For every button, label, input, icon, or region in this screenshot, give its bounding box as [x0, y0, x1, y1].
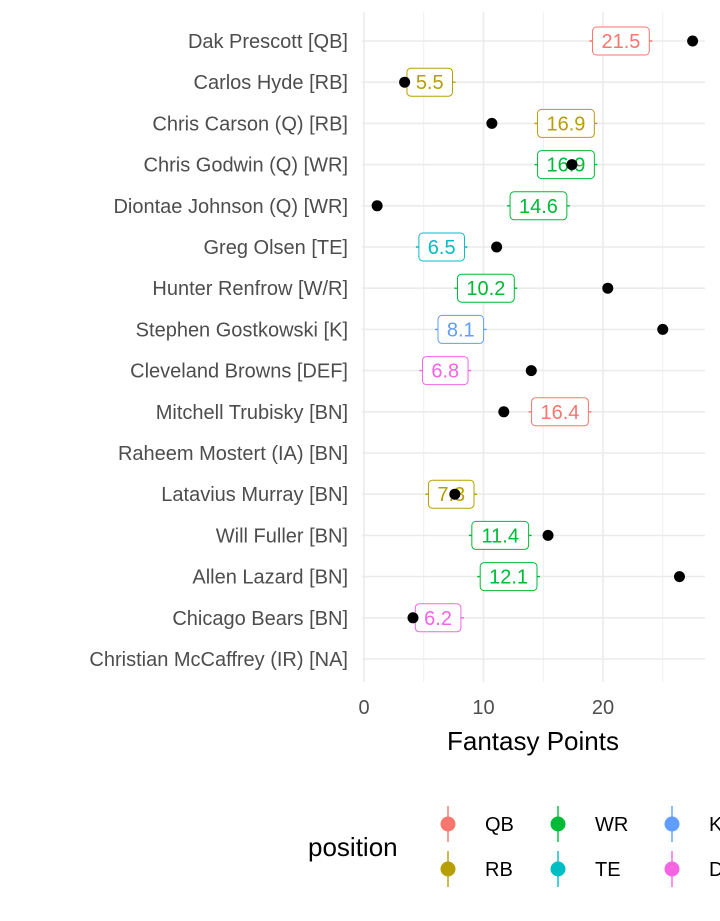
actual-point	[449, 488, 461, 500]
projection-label: 11.4	[482, 525, 519, 547]
player-greg-olsen-te: 6.5	[415, 232, 503, 262]
projection-label-box	[479, 562, 538, 592]
actual-point	[657, 323, 669, 335]
actual-point	[498, 406, 510, 418]
y-tick-label: Chris Godwin (Q) [WR]	[144, 155, 348, 177]
legend-key-point	[440, 816, 456, 832]
y-tick-label: Chris Carson (Q) [RB]	[152, 113, 348, 135]
x-axis-title: Fantasy Points	[447, 726, 619, 756]
projection-label-box	[456, 273, 515, 303]
y-tick-label: Christian McCaffrey (IR) [NA]	[89, 649, 348, 671]
projection-label-box	[537, 108, 595, 138]
projection-label: 16.9	[546, 113, 585, 135]
player-chicago-bears-bn: 6.2	[407, 603, 464, 633]
projection-label-box	[537, 150, 595, 180]
data-marks: 21.55.516.916.914.66.510.28.16.816.47.31…	[371, 26, 699, 633]
legend-key-point	[664, 861, 680, 877]
actual-point	[399, 76, 411, 88]
legend-key-point	[664, 816, 680, 832]
player-dak-prescott-qb: 21.5	[589, 26, 699, 56]
y-tick-label: Chicago Bears [BN]	[172, 608, 348, 630]
actual-point	[371, 200, 383, 212]
actual-point	[486, 117, 498, 129]
legend-item-te: TE	[550, 851, 621, 887]
legend-item-qb: QB	[440, 806, 514, 842]
projection-label: 10.2	[466, 278, 505, 300]
x-tick-labels: 0 10 20	[358, 697, 614, 719]
legend-key-point	[440, 861, 456, 877]
y-tick-label: Latavius Murray [BN]	[161, 484, 348, 506]
legend: position QB RB WR TE K D	[308, 806, 720, 887]
actual-point	[687, 35, 699, 47]
legend-label: RB	[485, 859, 513, 881]
projection-label-box	[437, 314, 485, 344]
legend-label: D	[709, 859, 720, 881]
projection-label: 21.5	[601, 31, 640, 53]
y-tick-label: Greg Olsen [TE]	[204, 237, 349, 259]
projection-label-box	[421, 356, 469, 386]
projection-label: 6.2	[424, 608, 452, 630]
y-tick-label: Stephen Gostkowski [K]	[136, 319, 348, 341]
player-mitchell-trubisky-bn: 16.4	[498, 397, 592, 427]
legend-label: QB	[485, 814, 514, 836]
projection-label: 14.6	[519, 196, 558, 218]
player-will-fuller-bn: 11.4	[468, 520, 554, 550]
x-tick-label: 10	[472, 697, 494, 719]
player-carlos-hyde-rb: 5.5	[399, 67, 456, 97]
legend-item-rb: RB	[440, 851, 513, 887]
actual-point	[566, 159, 578, 171]
legend-key-point	[550, 861, 566, 877]
projection-label: 6.5	[428, 237, 456, 259]
projection-label-box	[509, 191, 568, 221]
actual-point	[542, 529, 554, 541]
y-tick-labels: Dak Prescott [QB] Carlos Hyde [RB] Chris C…	[89, 31, 348, 671]
actual-point	[673, 571, 685, 583]
player-hunter-renfrow-w-r: 10.2	[454, 273, 614, 303]
x-tick-label: 0	[358, 697, 369, 719]
y-tick-label: Will Fuller [BN]	[216, 525, 348, 547]
y-tick-label: Mitchell Trubisky [BN]	[156, 402, 348, 424]
projection-label: 16.4	[541, 402, 580, 424]
projection-label-box	[418, 232, 465, 262]
legend-title: position	[308, 832, 398, 862]
legend-key-point	[550, 816, 566, 832]
player-diontae-johnson-q-wr: 14.6	[371, 191, 570, 221]
projection-label: 6.8	[431, 361, 459, 383]
x-tick-label: 20	[592, 697, 614, 719]
player-stephen-gostkowski-k: 8.1	[434, 314, 669, 344]
projection-label-box	[471, 520, 530, 550]
legend-item-def: D	[664, 851, 720, 887]
y-tick-label: Dak Prescott [QB]	[188, 31, 348, 53]
projection-label: 8.1	[447, 319, 475, 341]
player-allen-lazard-bn: 12.1	[477, 562, 685, 592]
legend-label: WR	[595, 814, 628, 836]
player-chris-godwin-q-wr: 16.9	[534, 150, 598, 180]
actual-point	[491, 241, 503, 253]
y-tick-label: Raheem Mostert (IA) [BN]	[118, 443, 348, 465]
player-cleveland-browns-def: 6.8	[419, 356, 537, 386]
actual-point	[407, 612, 419, 624]
projection-label-box	[531, 397, 589, 427]
y-tick-label: Allen Lazard [BN]	[192, 567, 348, 589]
y-tick-label: Hunter Renfrow [W/R]	[152, 278, 348, 300]
player-chris-carson-q-rb: 16.9	[486, 108, 598, 138]
actual-point	[602, 282, 614, 294]
legend-item-k: K	[664, 806, 720, 842]
legend-item-wr: WR	[550, 806, 628, 842]
projection-label-box	[592, 26, 650, 56]
actual-point	[525, 365, 537, 377]
projection-label: 5.5	[416, 72, 444, 94]
projection-label: 16.9	[546, 155, 585, 177]
legend-label: K	[709, 814, 720, 836]
y-tick-label: Cleveland Browns [DEF]	[130, 361, 348, 383]
y-tick-label: Diontae Johnson (Q) [WR]	[113, 196, 348, 218]
legend-label: TE	[595, 859, 621, 881]
player-latavius-murray-bn: 7.3	[425, 479, 478, 509]
y-tick-label: Carlos Hyde [RB]	[194, 72, 349, 94]
projection-label: 12.1	[489, 567, 528, 589]
